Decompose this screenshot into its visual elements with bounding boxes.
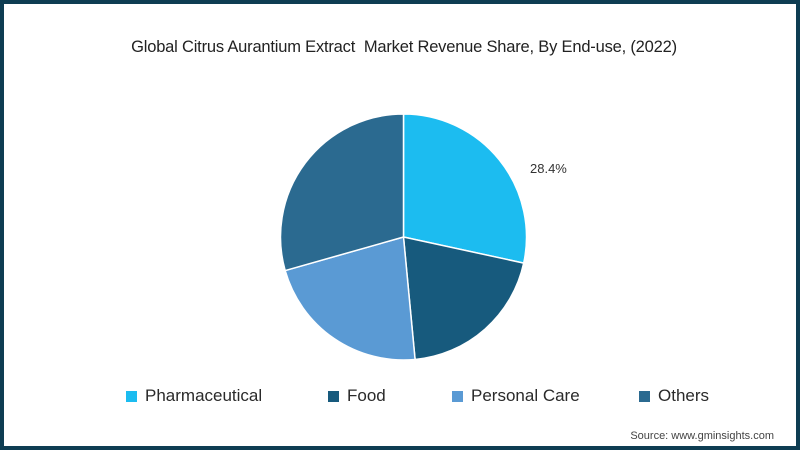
pie-slice-others[interactable]	[279, 113, 405, 272]
legend-label: Pharmaceutical	[145, 386, 263, 405]
legend-item-food[interactable]: Food	[328, 386, 386, 406]
chart-title: Global Citrus Aurantium Extract Market R…	[131, 38, 677, 56]
legend-label: Others	[658, 386, 710, 405]
legend-swatch-icon	[126, 390, 137, 402]
pie-slice-food[interactable]	[402, 236, 525, 361]
legend: Pharmaceutical Food Personal Care Others	[4, 386, 800, 410]
pie-chart	[279, 113, 528, 361]
source-note: Source: www.gminsights.com	[630, 430, 774, 442]
pie-slice-personal-care[interactable]	[284, 236, 416, 361]
legend-label: Food	[347, 386, 386, 405]
legend-label: Personal Care	[471, 386, 580, 405]
legend-item-pharmaceutical[interactable]: Pharmaceutical	[126, 386, 262, 406]
data-label-pharmaceutical: 28.4%	[530, 161, 567, 176]
legend-item-personal-care[interactable]: Personal Care	[452, 386, 580, 406]
pie-slice-pharmaceutical[interactable]	[402, 113, 528, 264]
legend-swatch-icon	[639, 390, 650, 402]
legend-swatch-icon	[328, 390, 339, 402]
legend-item-others[interactable]: Others	[639, 386, 709, 406]
legend-swatch-icon	[452, 390, 463, 402]
